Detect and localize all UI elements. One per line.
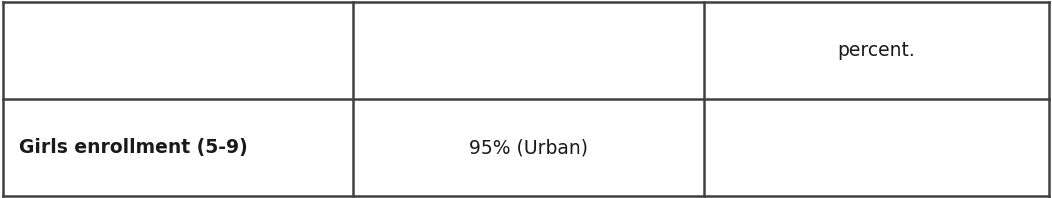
Text: percent.: percent. [837, 41, 915, 60]
Text: Girls enrollment (5-9): Girls enrollment (5-9) [19, 138, 247, 157]
Text: 95% (Urban): 95% (Urban) [469, 138, 588, 157]
